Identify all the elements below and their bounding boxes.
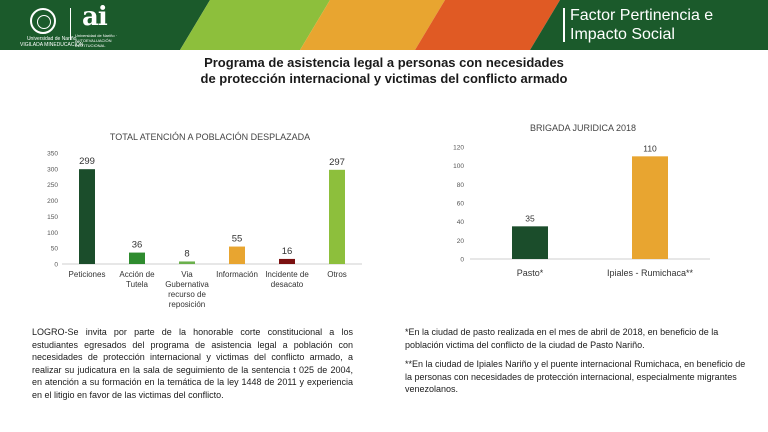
data-label: 55 bbox=[232, 234, 243, 245]
banner-shapes bbox=[0, 0, 768, 50]
ai-logo-subtitle: Universidad de Nariño · AUTOEVALUACIÓN I… bbox=[75, 33, 118, 48]
y-tick-label: 50 bbox=[51, 246, 59, 253]
bar bbox=[129, 252, 145, 264]
bar bbox=[329, 169, 345, 264]
bar bbox=[279, 258, 295, 264]
logro-text: LOGRO-Se invita por parte de la honorabl… bbox=[32, 327, 353, 400]
category-label: Gubernativa bbox=[165, 280, 209, 289]
y-tick-label: 60 bbox=[457, 201, 465, 208]
y-tick-label: 20 bbox=[457, 238, 465, 245]
bar bbox=[179, 261, 195, 264]
bar bbox=[79, 169, 95, 264]
factor-bar bbox=[563, 8, 565, 42]
y-tick-label: 120 bbox=[453, 145, 464, 152]
ai-logo: ai bbox=[82, 2, 108, 32]
category-label: Acción de bbox=[119, 270, 155, 279]
y-tick-label: 40 bbox=[457, 219, 465, 226]
data-label: 35 bbox=[525, 213, 535, 223]
category-label: Tutela bbox=[126, 280, 148, 289]
y-tick-label: 250 bbox=[47, 182, 58, 189]
y-tick-label: 300 bbox=[47, 166, 58, 173]
note-pasto: *En la ciudad de pasto realizada en el m… bbox=[405, 327, 719, 350]
note-ipiales: **En la ciudad de Ipiales Nariño y el pu… bbox=[405, 359, 746, 395]
chart1-title: TOTAL ATENCIÓN A POBLACIÓN DESPLAZADA bbox=[109, 132, 311, 142]
header-banner: Universidad de Nariño VIGILADA MINEDUCAC… bbox=[0, 0, 768, 50]
page-title: Programa de asistencia legal a personas … bbox=[200, 55, 568, 86]
category-label: Incidente de bbox=[265, 270, 309, 279]
university-seal-icon bbox=[30, 8, 56, 34]
category-label: recurso de bbox=[168, 290, 206, 299]
y-tick-label: 0 bbox=[54, 262, 58, 269]
category-label: Pasto* bbox=[517, 268, 544, 278]
y-tick-label: 80 bbox=[457, 182, 465, 189]
y-tick-label: 0 bbox=[460, 257, 464, 264]
university-name: Universidad de Nariño VIGILADA MINEDUCAC… bbox=[20, 36, 84, 48]
category-label: Información bbox=[216, 270, 258, 279]
y-tick-label: 100 bbox=[47, 230, 58, 237]
data-label: 299 bbox=[79, 156, 95, 167]
data-label: 110 bbox=[643, 143, 657, 153]
y-tick-label: 350 bbox=[47, 151, 58, 158]
chart2-title: BRIGADA JURIDICA 2018 bbox=[529, 123, 637, 133]
category-label: Otros bbox=[327, 270, 347, 279]
data-label: 297 bbox=[329, 157, 345, 168]
category-label: reposición bbox=[169, 300, 205, 309]
data-label: 36 bbox=[132, 240, 143, 251]
logo-separator bbox=[70, 8, 71, 40]
bar bbox=[229, 246, 245, 264]
chart2-svg: 0 20 40 60 80 100 120 35 Pasto* 110 Ipiales - Rumi… bbox=[453, 143, 710, 278]
category-label: desacato bbox=[271, 280, 304, 289]
bar bbox=[632, 156, 668, 259]
y-tick-label: 100 bbox=[453, 163, 464, 170]
bar bbox=[512, 226, 548, 259]
category-label: Peticiones bbox=[69, 270, 106, 279]
data-label: 8 bbox=[184, 248, 189, 259]
y-tick-label: 200 bbox=[47, 198, 58, 205]
data-label: 16 bbox=[282, 246, 293, 257]
category-label: Via bbox=[181, 270, 193, 279]
chart1-svg: 0 50 100 150 200 250 300 350 299 Peticiones 36 Acci… bbox=[47, 151, 362, 309]
factor-title: Factor Pertinencia e Impacto Social bbox=[570, 7, 714, 43]
y-tick-label: 150 bbox=[47, 214, 58, 221]
category-label: Ipiales - Rumichaca** bbox=[607, 268, 694, 278]
